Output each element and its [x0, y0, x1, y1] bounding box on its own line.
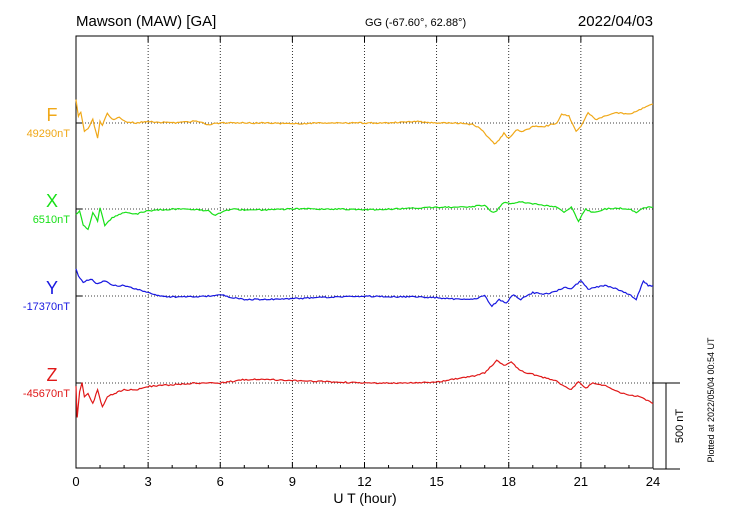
series-line-f	[75, 99, 654, 145]
series-baseline-f: 49290nT	[27, 128, 71, 140]
series-name-z: Z	[47, 365, 58, 385]
x-tick-label: 12	[357, 474, 371, 489]
x-tick-label: 9	[289, 474, 296, 489]
x-tick-label: 21	[574, 474, 588, 489]
x-axis-ticks: 0 3 6 9 12 15 18 21 24	[72, 36, 660, 489]
series-baseline-z: -45670nT	[23, 388, 70, 400]
series-labels: F 49290nT X 6510nT Y -17370nT Z -45670nT	[23, 105, 70, 400]
series-baseline-y: -17370nT	[23, 301, 70, 313]
plot-date: 2022/04/03	[578, 13, 653, 30]
x-tick-label: 0	[72, 474, 79, 489]
scale-bar-label: 500 nT	[674, 409, 686, 444]
x-axis-label: U T (hour)	[333, 490, 396, 506]
plotted-at-note: Plotted at 2022/05/04 00:54 UT	[706, 337, 716, 463]
series-baseline-x: 6510nT	[33, 214, 71, 226]
x-tick-label: 24	[646, 474, 660, 489]
series-name-x: X	[46, 191, 58, 211]
x-tick-label: 18	[502, 474, 516, 489]
station-coords: GG (-67.60°, 62.88°)	[365, 17, 466, 29]
x-tick-label: 3	[145, 474, 152, 489]
series-name-y: Y	[46, 278, 58, 298]
series-line-y	[75, 268, 654, 308]
series-line-z	[75, 359, 654, 418]
x-tick-label: 15	[429, 474, 443, 489]
series-line-x	[75, 201, 653, 231]
station-title: Mawson (MAW) [GA]	[76, 13, 216, 30]
scale-bar: 500 nT	[653, 382, 686, 470]
series-lines	[75, 99, 654, 418]
series-name-f: F	[47, 105, 58, 125]
x-tick-label: 6	[217, 474, 224, 489]
grid	[147, 36, 582, 468]
